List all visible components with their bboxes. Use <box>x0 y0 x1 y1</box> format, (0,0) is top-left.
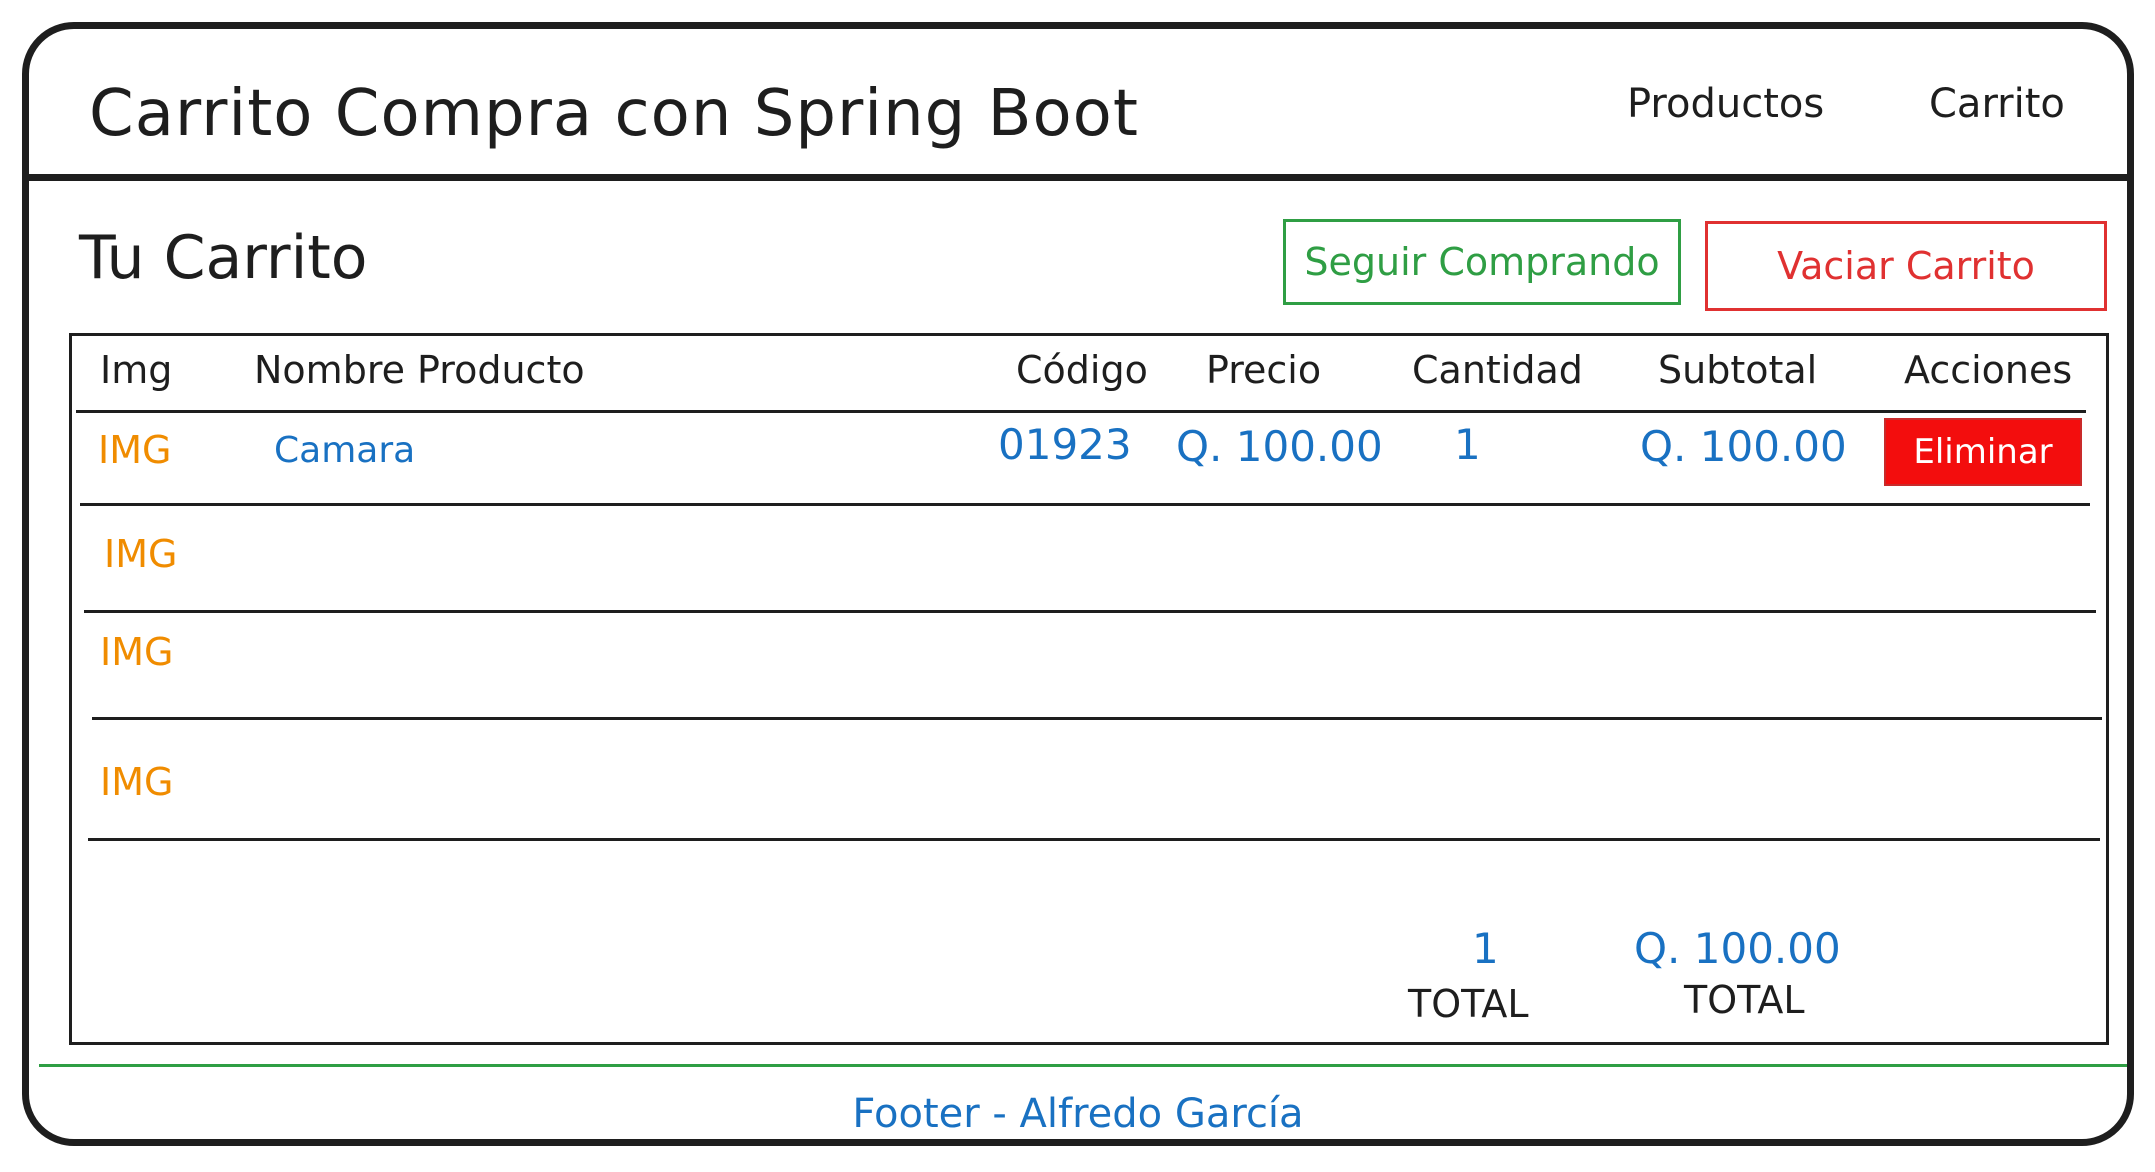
column-header-cantidad: Cantidad <box>1412 348 1583 392</box>
row-divider <box>84 610 2096 613</box>
total-quantity-value: 1 <box>1472 924 1499 973</box>
footer: Footer - Alfredo García <box>852 1091 1304 1137</box>
row-divider <box>92 717 2102 720</box>
product-image-placeholder: IMG <box>104 532 178 576</box>
product-image-placeholder: IMG <box>98 428 172 472</box>
vaciar-carrito-button[interactable]: Vaciar Carrito <box>1705 221 2107 311</box>
product-price: Q. 100.00 <box>1176 422 1383 471</box>
row-divider <box>80 503 2090 506</box>
product-image-placeholder: IMG <box>100 630 174 674</box>
app-header: Carrito Compra con Spring Boot Productos… <box>29 29 2127 181</box>
cart-table: Img Nombre Producto Código Precio Cantid… <box>69 333 2109 1045</box>
table-header-divider <box>76 410 2086 413</box>
seguir-comprando-button[interactable]: Seguir Comprando <box>1283 219 1681 305</box>
app-title: Carrito Compra con Spring Boot <box>89 77 1139 151</box>
page-title: Tu Carrito <box>79 223 368 293</box>
column-header-subtotal: Subtotal <box>1658 348 1818 392</box>
total-subtotal-label: TOTAL <box>1684 978 1805 1022</box>
product-quantity: 1 <box>1454 420 1481 469</box>
product-code: 01923 <box>998 420 1132 469</box>
product-name: Camara <box>274 430 416 471</box>
column-header-img: Img <box>100 348 173 392</box>
app-window: Carrito Compra con Spring Boot Productos… <box>22 22 2134 1146</box>
nav-carrito-link[interactable]: Carrito <box>1929 81 2065 127</box>
column-header-nombre: Nombre Producto <box>254 348 585 392</box>
eliminar-button[interactable]: Eliminar <box>1884 418 2082 486</box>
product-image-placeholder: IMG <box>100 760 174 804</box>
nav-productos-link[interactable]: Productos <box>1627 81 1825 127</box>
product-subtotal: Q. 100.00 <box>1640 422 1847 471</box>
total-quantity-label: TOTAL <box>1408 982 1529 1026</box>
total-subtotal-value: Q. 100.00 <box>1634 924 1841 973</box>
column-header-precio: Precio <box>1206 348 1322 392</box>
column-header-acciones: Acciones <box>1904 348 2073 392</box>
column-header-codigo: Código <box>1016 348 1148 392</box>
footer-divider <box>39 1064 2127 1067</box>
row-divider <box>88 838 2100 841</box>
